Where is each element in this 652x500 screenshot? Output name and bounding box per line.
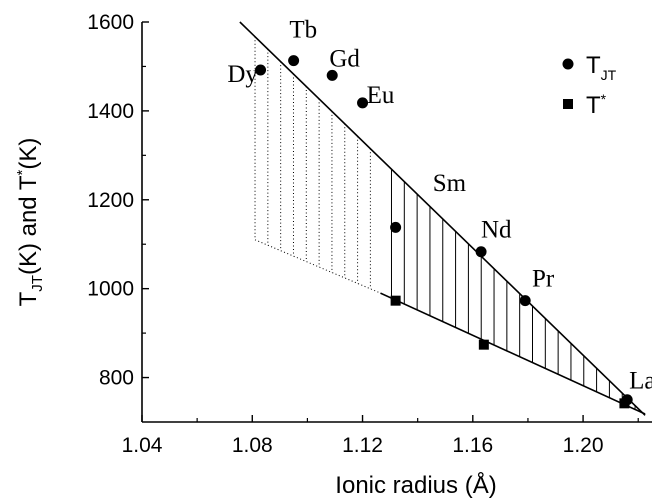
x-tick-label: 1.08 [232, 434, 273, 457]
data-point-tstar [478, 339, 489, 350]
y-tick-label: 800 [99, 367, 134, 390]
x-tick-label: 1.20 [563, 434, 604, 457]
data-point-tjt [357, 97, 369, 109]
legend-circle-marker [562, 58, 574, 70]
hatch-region [254, 36, 636, 410]
y-label-t3: (K) [15, 138, 42, 170]
data-point-tstar [390, 295, 401, 306]
legend-entry-tstar: T* [586, 91, 607, 119]
y-tick-label: 1000 [87, 278, 134, 301]
element-label: Tb [289, 17, 317, 44]
y-label-sub: JT [29, 275, 46, 292]
y-tick-label: 1400 [87, 100, 134, 123]
y-label-t2: (K) and T [15, 175, 42, 275]
y-label-sup: * [14, 169, 31, 175]
x-axis-label: Ionic radius (Å) [335, 471, 496, 499]
element-label: Gd [329, 45, 360, 72]
y-axis-label: TJT(K) and T*(K) [14, 138, 46, 307]
legend-square-marker [563, 99, 573, 109]
axes: 1.04 1.08 1.12 1.16 1.20 800 1000 1200 1400 1600 [87, 11, 652, 457]
x-tick-label: 1.12 [342, 434, 383, 457]
element-label: Eu [367, 82, 395, 109]
y-tick-label: 1200 [87, 189, 134, 212]
y-tick-label: 1600 [87, 11, 134, 34]
element-label: Dy [227, 61, 258, 88]
data-points [255, 55, 633, 409]
data-point-tjt [475, 246, 487, 258]
data-point-tstar [619, 398, 630, 409]
y-label-t1: T [15, 291, 42, 306]
x-tick-label: 1.04 [122, 434, 163, 457]
legend: TJT T* [562, 52, 617, 119]
lower-fit-line [380, 292, 646, 415]
x-tick-label: 1.16 [452, 434, 493, 457]
fit-lines [239, 21, 646, 416]
element-labels: Dy Tb Gd Eu Sm Nd Pr La [227, 17, 652, 395]
data-point-tjt [288, 55, 300, 67]
data-point-tjt [519, 295, 531, 307]
element-label: Sm [433, 170, 467, 197]
element-label: La [629, 368, 652, 395]
data-point-tjt [390, 221, 402, 233]
legend-entry-tjt: TJT [586, 52, 617, 83]
upper-fit-line [239, 21, 646, 416]
element-label: Nd [481, 217, 512, 244]
element-label: Pr [532, 265, 555, 292]
dotted-boundary-line [254, 239, 381, 294]
data-point-tjt [255, 64, 267, 76]
data-point-tjt [326, 69, 338, 81]
